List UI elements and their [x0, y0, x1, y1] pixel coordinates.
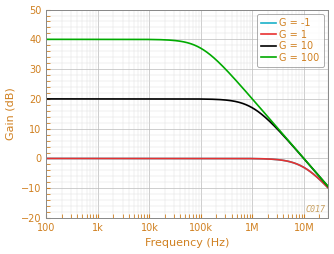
G = 10 [224, 99, 228, 102]
X-axis label: Frequency (Hz): Frequency (Hz) [145, 239, 230, 248]
Text: C017: C017 [306, 205, 326, 214]
G = -1 [147, 157, 151, 160]
G = 1 [254, 157, 258, 160]
G = 1 [224, 157, 228, 160]
G = 100 [147, 38, 151, 41]
Line: G = 10: G = 10 [46, 99, 328, 187]
G = 1 [59, 157, 63, 160]
G = 10 [326, 185, 330, 188]
Line: G = 100: G = 100 [46, 39, 328, 187]
Line: G = -1: G = -1 [46, 158, 328, 188]
G = 10 [269, 121, 273, 124]
G = 100 [211, 56, 215, 59]
G = 1 [44, 157, 48, 160]
G = 1 [147, 157, 151, 160]
G = 100 [254, 101, 258, 104]
G = 1 [211, 157, 215, 160]
G = 100 [269, 118, 273, 121]
G = 100 [326, 185, 330, 188]
G = 100 [59, 38, 63, 41]
G = -1 [254, 157, 258, 160]
G = -1 [59, 157, 63, 160]
Legend: G = -1, G = 1, G = 10, G = 100: G = -1, G = 1, G = 10, G = 100 [257, 14, 324, 67]
G = 100 [224, 68, 228, 71]
G = 1 [269, 157, 273, 161]
G = 10 [147, 97, 151, 100]
Y-axis label: Gain (dB): Gain (dB) [6, 87, 16, 140]
G = -1 [326, 187, 330, 190]
Line: G = 1: G = 1 [46, 158, 328, 188]
G = 10 [59, 97, 63, 100]
G = 10 [254, 108, 258, 111]
G = -1 [44, 157, 48, 160]
G = -1 [269, 157, 273, 161]
G = 100 [44, 38, 48, 41]
G = 10 [211, 98, 215, 101]
G = 1 [326, 187, 330, 190]
G = -1 [224, 157, 228, 160]
G = 10 [44, 97, 48, 100]
G = -1 [211, 157, 215, 160]
